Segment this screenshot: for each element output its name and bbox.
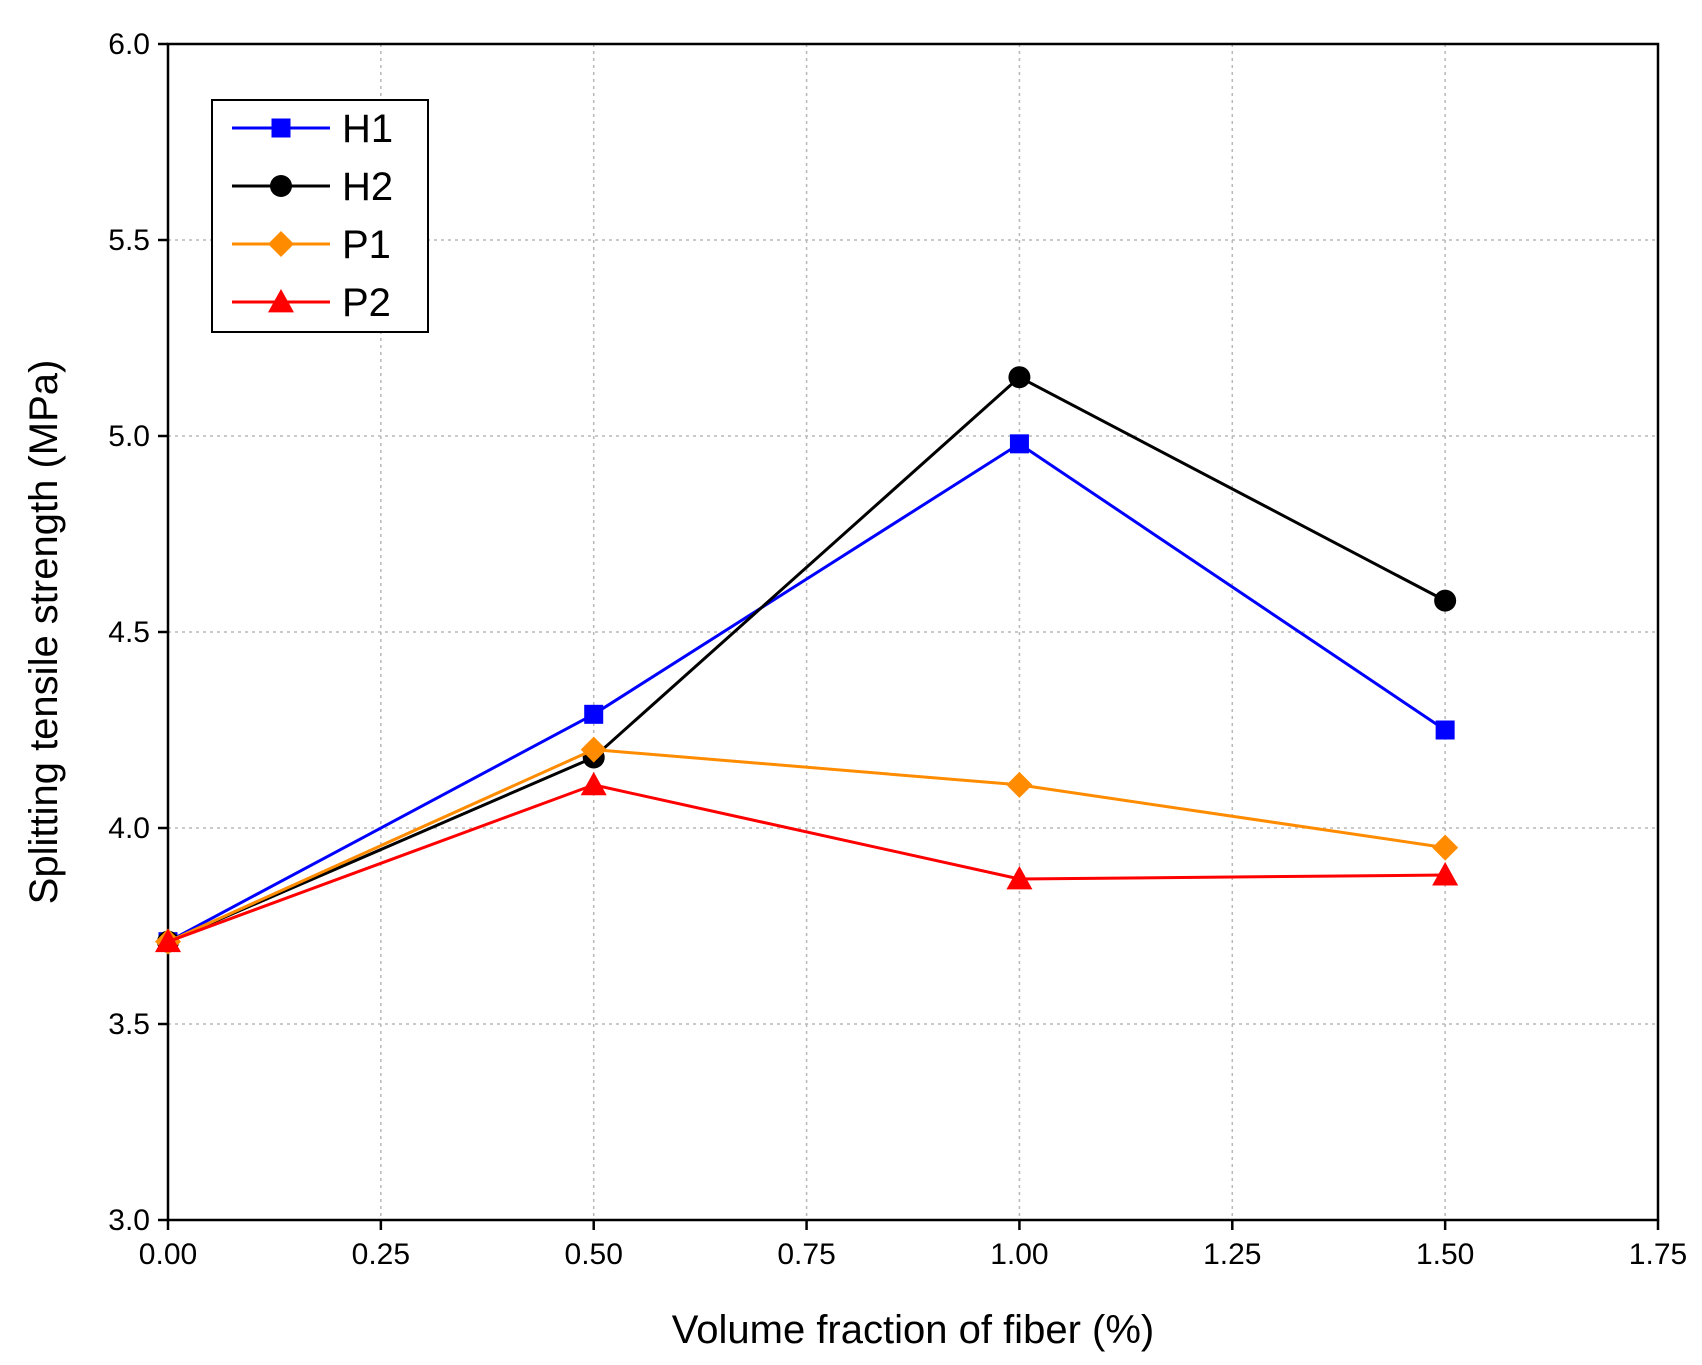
data-point-p2-3: [1432, 862, 1459, 886]
y-tick-label: 5.0: [108, 420, 150, 453]
legend-label-h2: H2: [342, 165, 393, 209]
legend-entry-p1: P1: [232, 223, 391, 267]
data-point-h2-3: [1434, 589, 1457, 612]
x-tick-label: 1.25: [1203, 1238, 1261, 1271]
legend-marker-p1: [268, 231, 294, 257]
series-line-h2: [167, 375, 1446, 944]
x-tick-label: 0.25: [352, 1238, 410, 1271]
legend-box: [211, 99, 429, 333]
x-tick-label: 1.00: [990, 1238, 1048, 1271]
data-point-h2-2: [1008, 366, 1031, 389]
legend-marker-p2: [268, 289, 294, 313]
data-point-p1-1: [580, 736, 607, 763]
series-p1: [155, 736, 1459, 955]
y-axis-title: Splitting tensile strength (MPa): [22, 360, 66, 905]
legend-entry-h2: H2: [232, 165, 393, 209]
series-line-p2: [167, 783, 1446, 944]
series-layer: [155, 366, 1459, 955]
series-p2: [155, 771, 1459, 953]
data-point-p2-0: [155, 928, 181, 953]
y-tick-label: 6.0: [108, 28, 150, 61]
y-tick-label: 5.5: [108, 224, 150, 257]
y-tick-label: 4.0: [108, 812, 150, 845]
x-tick-label: 1.75: [1629, 1238, 1687, 1271]
series-line-p1: [167, 748, 1446, 944]
data-point-p1-3: [1432, 834, 1459, 861]
series-h1: [158, 434, 1455, 952]
x-tick-label: 0.00: [139, 1238, 197, 1271]
data-point-h1-3: [1435, 720, 1455, 740]
x-tick-label: 1.50: [1416, 1238, 1474, 1271]
data-point-h1-1: [584, 704, 604, 724]
y-tick-label: 3.5: [108, 1008, 150, 1041]
data-point-p1-2: [1006, 771, 1033, 798]
legend-entry-h1: H1: [232, 107, 393, 151]
x-axis-title: Volume fraction of fiber (%): [672, 1308, 1154, 1352]
legend-marker-h1: [271, 118, 291, 138]
grid: [168, 44, 1658, 1220]
y-tick-label: 4.5: [108, 616, 150, 649]
legend-entry-p2: P2: [232, 281, 391, 325]
y-tick-label: 3.0: [108, 1204, 150, 1237]
data-point-h1-2: [1009, 434, 1029, 454]
axis-ticks: 0.00 0.25 0.50 0.75 1.00 1.25 1.50 1.75 3.0 3.5 4.…: [108, 28, 1687, 1271]
legend-label-p1: P1: [342, 223, 391, 267]
legend-marker-h2: [270, 175, 292, 197]
legend-label-h1: H1: [342, 107, 393, 151]
data-point-p2-1: [580, 771, 607, 796]
x-tick-label: 0.50: [565, 1238, 623, 1271]
series-line-h1: [167, 442, 1446, 944]
legend: H1 H2 P1 P2: [211, 99, 429, 333]
x-tick-label: 0.75: [777, 1238, 835, 1271]
data-point-p2-2: [1006, 865, 1033, 890]
legend-label-p2: P2: [342, 281, 391, 325]
